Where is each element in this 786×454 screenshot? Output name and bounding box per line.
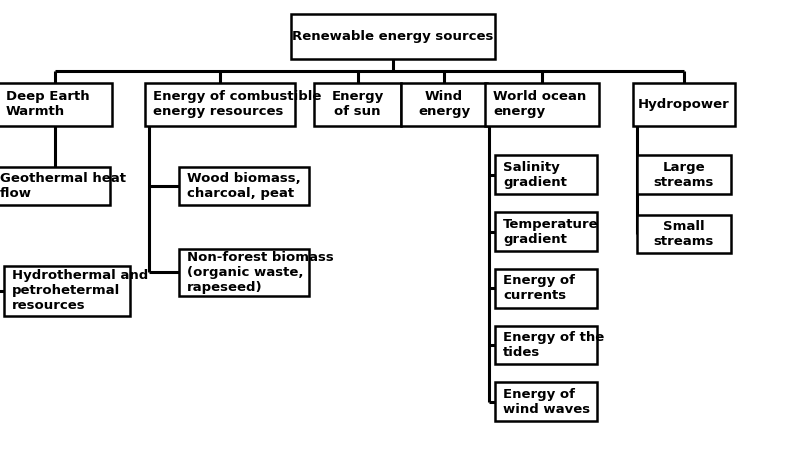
Text: Deep Earth
Warmth: Deep Earth Warmth <box>6 90 90 118</box>
Text: Wind
energy: Wind energy <box>418 90 470 118</box>
Text: Salinity
gradient: Salinity gradient <box>503 161 567 189</box>
FancyBboxPatch shape <box>179 248 308 296</box>
FancyBboxPatch shape <box>401 83 487 126</box>
Text: Energy of
wind waves: Energy of wind waves <box>503 388 590 416</box>
FancyBboxPatch shape <box>486 83 599 126</box>
FancyBboxPatch shape <box>0 83 112 126</box>
Text: Non-forest biomass
(organic waste,
rapeseed): Non-forest biomass (organic waste, rapes… <box>187 251 333 294</box>
Text: World ocean
energy: World ocean energy <box>494 90 586 118</box>
FancyBboxPatch shape <box>495 326 597 364</box>
Text: Temperature
gradient: Temperature gradient <box>503 217 599 246</box>
Text: Energy of the
tides: Energy of the tides <box>503 331 604 359</box>
Text: Energy
of sun: Energy of sun <box>332 90 384 118</box>
Text: Small
streams: Small streams <box>654 220 714 248</box>
FancyBboxPatch shape <box>637 215 731 253</box>
Text: Hydropower: Hydropower <box>638 98 729 111</box>
FancyBboxPatch shape <box>495 155 597 194</box>
Text: Large
streams: Large streams <box>654 161 714 189</box>
FancyBboxPatch shape <box>0 167 110 205</box>
FancyBboxPatch shape <box>637 155 731 194</box>
FancyBboxPatch shape <box>495 269 597 308</box>
FancyBboxPatch shape <box>495 212 597 251</box>
Text: Wood biomass,
charcoal, peat: Wood biomass, charcoal, peat <box>187 172 300 200</box>
FancyBboxPatch shape <box>314 83 401 126</box>
Text: Energy of
currents: Energy of currents <box>503 274 575 302</box>
FancyBboxPatch shape <box>4 266 130 316</box>
FancyBboxPatch shape <box>145 83 295 126</box>
FancyBboxPatch shape <box>179 167 308 205</box>
FancyBboxPatch shape <box>291 14 495 59</box>
Text: Geothermal heat
flow: Geothermal heat flow <box>0 172 126 200</box>
FancyBboxPatch shape <box>633 83 735 126</box>
Text: Renewable energy sources: Renewable energy sources <box>292 30 494 43</box>
Text: Energy of combustible
energy resources: Energy of combustible energy resources <box>153 90 321 118</box>
FancyBboxPatch shape <box>495 382 597 421</box>
Text: Hydrothermal and
petrohetermal
resources: Hydrothermal and petrohetermal resources <box>12 269 148 312</box>
